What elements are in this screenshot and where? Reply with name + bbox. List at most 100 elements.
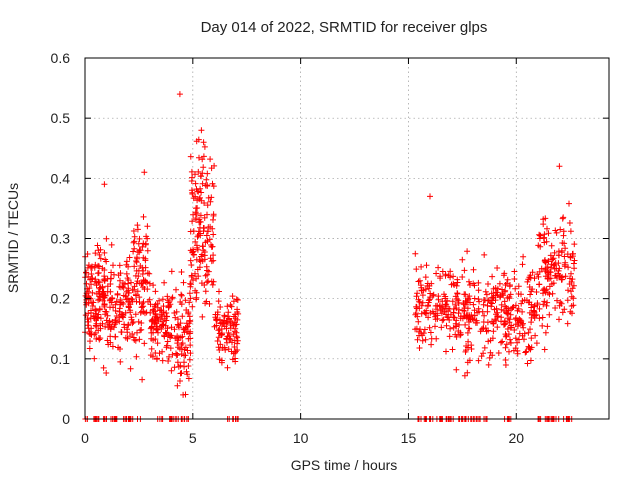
data-point bbox=[493, 305, 500, 312]
data-point bbox=[168, 295, 175, 302]
data-point bbox=[426, 282, 433, 289]
data-point bbox=[527, 291, 534, 298]
data-point bbox=[108, 269, 115, 276]
data-point bbox=[552, 272, 558, 279]
data-point bbox=[545, 230, 552, 237]
data-point bbox=[485, 361, 492, 368]
data-point bbox=[229, 356, 236, 363]
data-point bbox=[131, 238, 138, 245]
data-point bbox=[121, 324, 128, 331]
data-point bbox=[163, 310, 170, 316]
data-point bbox=[489, 300, 495, 307]
data-point bbox=[105, 341, 112, 348]
data-point bbox=[412, 326, 419, 333]
data-point bbox=[193, 210, 200, 217]
data-point bbox=[83, 269, 89, 276]
data-point bbox=[459, 256, 466, 263]
data-point bbox=[201, 143, 208, 150]
data-point bbox=[224, 339, 230, 346]
data-point bbox=[568, 288, 574, 295]
data-point bbox=[143, 233, 150, 240]
data-point bbox=[186, 356, 193, 363]
data-point bbox=[501, 307, 508, 314]
data-point bbox=[518, 300, 525, 307]
data-point bbox=[502, 331, 509, 338]
data-point bbox=[231, 344, 238, 350]
data-point bbox=[120, 312, 127, 318]
data-point bbox=[429, 308, 436, 315]
data-point bbox=[549, 290, 556, 297]
data-point bbox=[421, 326, 428, 333]
data-point bbox=[129, 331, 136, 337]
data-point bbox=[495, 350, 502, 356]
data-point bbox=[143, 279, 150, 286]
data-point bbox=[114, 290, 121, 297]
data-point bbox=[555, 260, 562, 267]
data-point bbox=[104, 337, 111, 344]
data-point bbox=[129, 287, 136, 293]
data-point bbox=[200, 164, 207, 171]
data-point bbox=[528, 344, 535, 351]
data-point bbox=[562, 273, 569, 280]
data-point bbox=[214, 309, 221, 316]
data-point bbox=[161, 333, 168, 340]
data-point bbox=[171, 326, 178, 333]
data-point bbox=[150, 329, 157, 336]
data-point bbox=[413, 293, 420, 300]
data-point bbox=[426, 324, 433, 331]
data-point bbox=[423, 307, 430, 314]
data-point bbox=[570, 302, 577, 309]
data-point bbox=[85, 288, 92, 295]
data-point bbox=[203, 232, 210, 239]
data-point bbox=[92, 261, 99, 268]
data-point bbox=[178, 292, 185, 299]
data-point bbox=[507, 336, 513, 343]
data-point bbox=[154, 314, 161, 321]
data-point bbox=[138, 320, 145, 326]
data-point bbox=[500, 272, 507, 279]
data-point bbox=[554, 297, 560, 304]
data-point bbox=[561, 306, 568, 313]
data-point bbox=[179, 313, 186, 320]
data-point bbox=[464, 329, 471, 336]
data-points bbox=[82, 91, 578, 422]
data-point bbox=[134, 226, 141, 233]
data-point bbox=[496, 280, 503, 287]
data-point bbox=[133, 353, 140, 360]
data-point bbox=[568, 293, 575, 300]
data-point bbox=[446, 333, 453, 340]
data-point bbox=[466, 278, 472, 285]
data-point bbox=[432, 302, 439, 309]
data-point bbox=[415, 318, 422, 325]
data-point bbox=[187, 228, 194, 235]
data-point bbox=[425, 314, 432, 321]
data-point bbox=[464, 344, 471, 351]
data-point bbox=[478, 326, 485, 333]
data-point bbox=[123, 270, 130, 277]
data-point bbox=[132, 337, 139, 344]
data-point bbox=[124, 329, 131, 336]
data-point bbox=[93, 335, 100, 342]
data-point bbox=[504, 276, 511, 283]
data-point bbox=[216, 288, 222, 295]
data-point bbox=[541, 298, 548, 305]
data-point bbox=[171, 310, 178, 316]
data-point bbox=[541, 346, 548, 353]
data-point bbox=[462, 321, 469, 328]
data-point bbox=[539, 322, 546, 329]
data-point bbox=[124, 335, 131, 342]
data-point bbox=[97, 246, 104, 253]
data-point bbox=[178, 291, 185, 298]
data-point bbox=[512, 335, 519, 342]
data-point bbox=[412, 250, 419, 257]
data-point bbox=[89, 303, 96, 309]
data-point bbox=[526, 284, 533, 290]
data-point bbox=[134, 255, 141, 262]
data-point bbox=[546, 268, 553, 275]
data-point bbox=[522, 349, 529, 356]
data-point bbox=[125, 322, 131, 329]
data-point bbox=[198, 189, 205, 196]
data-point bbox=[204, 202, 211, 209]
data-point bbox=[128, 295, 135, 302]
